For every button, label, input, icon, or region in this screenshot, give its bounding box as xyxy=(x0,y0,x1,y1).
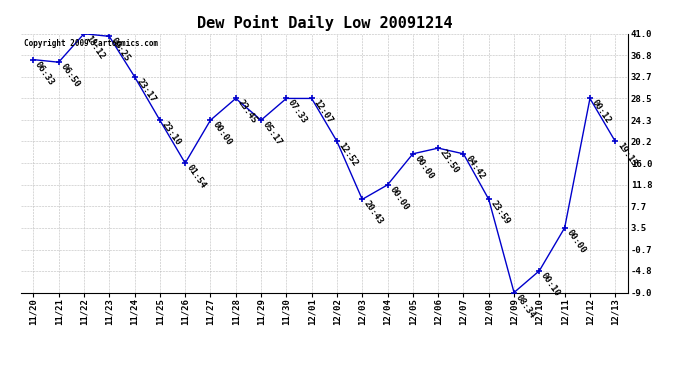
Text: 18:12: 18:12 xyxy=(84,34,107,61)
Text: 23:59: 23:59 xyxy=(489,200,511,226)
Text: 23:10: 23:10 xyxy=(160,120,183,147)
Text: 07:33: 07:33 xyxy=(286,99,309,126)
Text: 00:00: 00:00 xyxy=(210,120,233,147)
Text: 23:50: 23:50 xyxy=(438,148,461,175)
Text: 08:34: 08:34 xyxy=(514,292,537,320)
Text: 20:43: 20:43 xyxy=(362,200,385,226)
Text: 04:42: 04:42 xyxy=(464,154,486,181)
Text: Copyright 2009 Cartogmics.com: Copyright 2009 Cartogmics.com xyxy=(23,39,158,48)
Text: 00:00: 00:00 xyxy=(388,185,411,212)
Text: 12:07: 12:07 xyxy=(312,99,335,126)
Text: 06:50: 06:50 xyxy=(59,62,81,89)
Text: 00:12: 00:12 xyxy=(590,99,613,126)
Text: 19:13: 19:13 xyxy=(615,141,638,169)
Text: 23:17: 23:17 xyxy=(135,77,157,104)
Text: 00:00: 00:00 xyxy=(564,228,587,255)
Text: 06:33: 06:33 xyxy=(33,60,56,87)
Text: 23:45: 23:45 xyxy=(236,99,259,126)
Text: 12:52: 12:52 xyxy=(337,141,359,169)
Text: 01:54: 01:54 xyxy=(185,163,208,190)
Text: 05:17: 05:17 xyxy=(261,120,284,147)
Text: 00:10: 00:10 xyxy=(540,271,562,298)
Text: 00:00: 00:00 xyxy=(413,154,435,181)
Title: Dew Point Daily Low 20091214: Dew Point Daily Low 20091214 xyxy=(197,15,452,31)
Text: 00:25: 00:25 xyxy=(109,36,132,63)
